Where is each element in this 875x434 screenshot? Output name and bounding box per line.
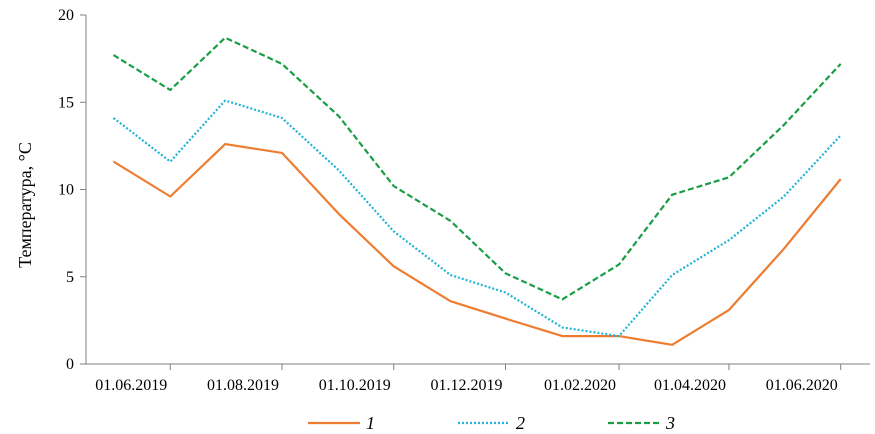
y-tick-label: 15 <box>58 94 74 111</box>
y-tick-label: 0 <box>66 356 74 373</box>
series-line-1 <box>112 143 842 346</box>
x-tick-label: 01.06.2019 <box>95 377 167 394</box>
x-tick-label: 01.10.2019 <box>319 377 391 394</box>
legend-label-3: 3 <box>665 413 675 433</box>
y-axis-title: Температура, °С <box>15 142 35 268</box>
y-axis: 0 5 10 15 20 <box>58 7 87 373</box>
x-tick-label: 01.02.2020 <box>544 377 616 394</box>
x-tick-label: 01.12.2019 <box>430 377 502 394</box>
y-tick-label: 20 <box>58 7 74 24</box>
legend: 1 2 3 <box>308 413 675 433</box>
x-tick-label: 01.08.2019 <box>207 377 279 394</box>
x-axis: 01.06.2019 01.08.2019 01.10.2019 01.12.2019… <box>86 363 870 394</box>
series-line-2 <box>112 99 842 338</box>
series-lines <box>112 36 842 346</box>
series-line-3 <box>112 36 842 301</box>
x-tick-label: 01.04.2020 <box>654 377 726 394</box>
x-tick-label: 01.06.2020 <box>766 377 838 394</box>
y-tick-label: 10 <box>58 182 74 199</box>
legend-label-1: 1 <box>366 413 375 433</box>
y-tick-label: 5 <box>66 269 74 286</box>
legend-label-2: 2 <box>516 413 525 433</box>
